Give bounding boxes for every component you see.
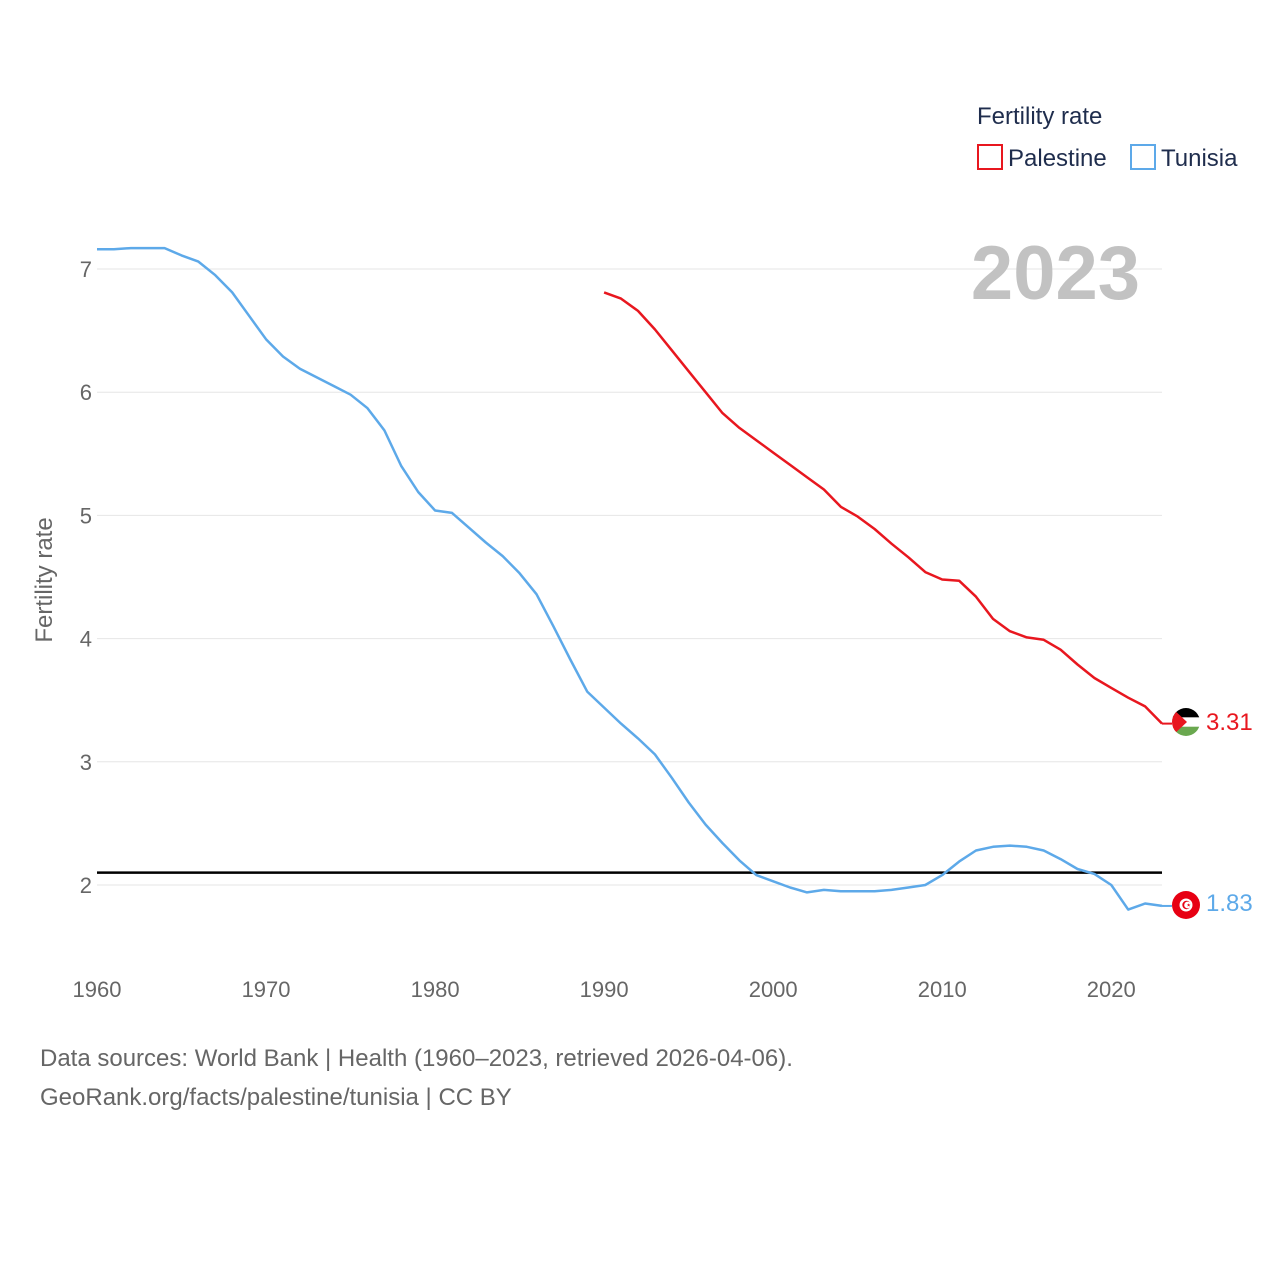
x-tick-label: 1980 bbox=[411, 977, 460, 1002]
tunisia-end-value: 1.83 bbox=[1206, 890, 1253, 917]
y-tick-label: 6 bbox=[80, 380, 92, 405]
palestine-flag-icon bbox=[1172, 708, 1200, 736]
y-gridlines bbox=[97, 268, 1162, 886]
x-tick-label: 1960 bbox=[73, 977, 122, 1002]
series-line-tunisia bbox=[97, 246, 1163, 911]
series-group bbox=[97, 246, 1172, 911]
x-tick-label: 2000 bbox=[749, 977, 798, 1002]
x-tick-labels: 1960 1970 1980 1990 2000 2010 2020 bbox=[73, 977, 1136, 1002]
tunisia-flag-icon bbox=[1172, 891, 1200, 919]
y-tick-label: 5 bbox=[80, 503, 92, 528]
x-tick-label: 2020 bbox=[1087, 977, 1136, 1002]
y-tick-labels: 2 3 4 5 6 7 bbox=[80, 257, 92, 898]
y-tick-label: 7 bbox=[80, 257, 92, 282]
y-tick-label: 3 bbox=[80, 750, 92, 775]
y-tick-label: 4 bbox=[80, 627, 92, 652]
palestine-end-value: 3.31 bbox=[1206, 709, 1253, 736]
legend: Fertility rate Palestine Tunisia bbox=[977, 103, 1238, 172]
y-tick-label: 2 bbox=[80, 873, 92, 898]
legend-label-tunisia: Tunisia bbox=[1161, 145, 1238, 172]
legend-swatch-palestine bbox=[977, 144, 1003, 170]
data-sources-note: Data sources: World Bank | Health (1960–… bbox=[40, 1045, 793, 1072]
x-tick-label: 2010 bbox=[918, 977, 967, 1002]
end-markers: 3.31 1.83 bbox=[1172, 708, 1253, 919]
x-tick-label: 1990 bbox=[580, 977, 629, 1002]
legend-label-palestine: Palestine bbox=[1008, 145, 1107, 172]
credit-link[interactable]: GeoRank.org/facts/palestine/tunisia | CC… bbox=[40, 1084, 512, 1111]
y-axis-title: Fertility rate bbox=[31, 517, 58, 642]
x-tick-label: 1970 bbox=[242, 977, 291, 1002]
series-line-palestine bbox=[603, 291, 1163, 725]
legend-title: Fertility rate bbox=[977, 103, 1102, 130]
year-label: 2023 bbox=[971, 231, 1140, 316]
legend-swatch-tunisia bbox=[1130, 144, 1156, 170]
